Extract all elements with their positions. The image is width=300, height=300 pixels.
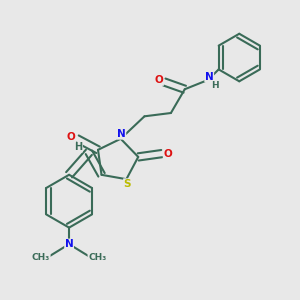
- Text: H: H: [211, 81, 218, 90]
- Text: O: O: [154, 75, 164, 85]
- Text: O: O: [163, 148, 172, 159]
- Text: H: H: [74, 142, 83, 152]
- Text: S: S: [124, 179, 131, 189]
- Text: N: N: [117, 129, 126, 139]
- Text: N: N: [65, 239, 74, 249]
- Text: O: O: [67, 132, 76, 142]
- Text: N: N: [205, 72, 214, 82]
- Text: CH₃: CH₃: [32, 253, 50, 262]
- Text: CH₃: CH₃: [88, 253, 106, 262]
